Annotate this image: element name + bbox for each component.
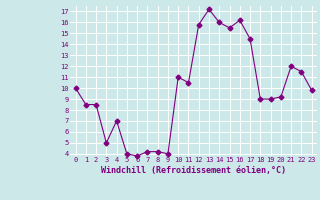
- X-axis label: Windchill (Refroidissement éolien,°C): Windchill (Refroidissement éolien,°C): [101, 166, 286, 175]
